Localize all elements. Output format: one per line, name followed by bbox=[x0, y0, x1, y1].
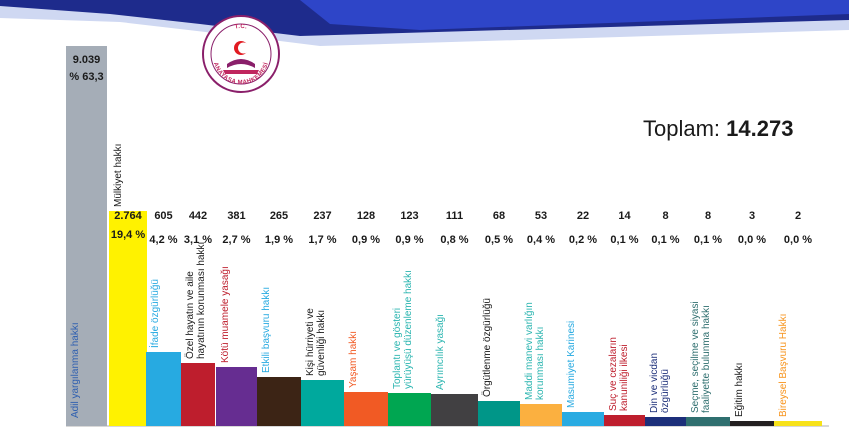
category-label: Mülkiyet hakkı bbox=[113, 144, 124, 207]
value-label: 68 bbox=[493, 210, 505, 222]
bar bbox=[431, 394, 478, 426]
bar bbox=[730, 421, 774, 426]
percent-label: 0,1 % bbox=[694, 234, 722, 246]
category-label: Örgütlenme özgürlüğü bbox=[481, 298, 493, 397]
header-banner bbox=[0, 0, 849, 46]
category-label: Eğitim hakkı bbox=[734, 363, 745, 417]
percent-label: 0,0 % bbox=[738, 234, 766, 246]
category-label: Maddi manevi varlığınkorunması hakkı bbox=[524, 302, 546, 400]
value-label: 237 bbox=[313, 210, 331, 222]
percent-label: 0,1 % bbox=[651, 234, 679, 246]
percent-label: 0,5 % bbox=[485, 234, 513, 246]
bar bbox=[146, 352, 181, 426]
bars-layer: 9.039 % 63,3 Adil yargılanma hakkı 2.764 19,… bbox=[66, 46, 822, 426]
bar bbox=[520, 404, 562, 426]
percent-label: 3,1 % bbox=[184, 234, 212, 246]
percent-label: 0,2 % bbox=[569, 234, 597, 246]
value-label: 123 bbox=[400, 210, 418, 222]
category-label: Etkili başvuru hakkı bbox=[261, 287, 272, 373]
bar bbox=[216, 367, 257, 426]
value-label: 2 bbox=[795, 210, 801, 222]
percent-label: 0,0 % bbox=[784, 234, 812, 246]
value-label: 128 bbox=[357, 210, 375, 222]
category-label: Din ve vicdanözgürlüğü bbox=[649, 353, 671, 413]
percent-label: 0,9 % bbox=[395, 234, 423, 246]
value-label: 605 bbox=[154, 210, 172, 222]
category-label: Bireysel Başvuru Hakkı bbox=[778, 314, 789, 417]
bar bbox=[66, 46, 107, 426]
percent-label: 19,4 % bbox=[111, 229, 145, 241]
category-label: Suç ve cezalarınkanuniliği ilkesi bbox=[608, 337, 630, 411]
emblem-logo: T.C. ANAYASA MAHKEMESİ bbox=[201, 14, 281, 94]
svg-text:T.C.: T.C. bbox=[234, 24, 247, 31]
category-label: Masumiyet Karinesi bbox=[566, 321, 577, 408]
category-label: Kişi hürriyeti vegüvenliği hakkı bbox=[305, 308, 327, 376]
bar bbox=[301, 380, 344, 426]
percent-label: 0,1 % bbox=[610, 234, 638, 246]
bar bbox=[774, 421, 822, 426]
category-label: Kötü muamele yasağı bbox=[220, 266, 231, 363]
category-label: Adil yargılanma hakkı bbox=[70, 322, 81, 418]
value-label: 8 bbox=[662, 210, 668, 222]
bar bbox=[344, 392, 388, 426]
total-text: Toplam: bbox=[643, 116, 721, 141]
bar bbox=[478, 401, 520, 426]
category-label: Yaşam hakkı bbox=[348, 331, 359, 388]
category-label: Toplantı ve gösteriyürüyüşü düzenleme ha… bbox=[392, 270, 414, 389]
value-label: 265 bbox=[270, 210, 288, 222]
value-label: 381 bbox=[227, 210, 245, 222]
category-label: Seçme, seçilme ve siyasifaaliyette bulun… bbox=[690, 301, 712, 413]
total-value: 14.273 bbox=[726, 116, 794, 141]
value-label: 9.039 bbox=[73, 54, 101, 66]
total-label: Toplam: 14.273 bbox=[643, 116, 793, 142]
value-label: 111 bbox=[446, 210, 463, 222]
percent-label: 0,4 % bbox=[527, 234, 555, 246]
percent-label: 1,9 % bbox=[265, 234, 293, 246]
value-label: 22 bbox=[577, 210, 589, 222]
category-label: İfade özgürlüğü bbox=[148, 279, 161, 348]
percent-label: 2,7 % bbox=[222, 234, 250, 246]
percent-label: 4,2 % bbox=[149, 234, 177, 246]
value-label: 8 bbox=[705, 210, 711, 222]
bar bbox=[181, 363, 215, 426]
percent-label: 0,9 % bbox=[352, 234, 380, 246]
percent-label: 1,7 % bbox=[308, 234, 336, 246]
value-label: 14 bbox=[618, 210, 631, 222]
banner-mid-stripe bbox=[300, 0, 849, 30]
percent-label: 0,8 % bbox=[440, 234, 468, 246]
bar bbox=[604, 415, 645, 426]
percent-label: % 63,3 bbox=[69, 71, 103, 83]
bar bbox=[109, 211, 147, 426]
category-label: Ayrımcılık yasağı bbox=[435, 314, 446, 390]
bar bbox=[562, 412, 604, 426]
value-label: 442 bbox=[189, 210, 207, 222]
value-label: 2.764 bbox=[114, 210, 142, 222]
bar bbox=[388, 393, 431, 426]
value-label: 3 bbox=[749, 210, 755, 222]
bar bbox=[686, 417, 730, 426]
value-label: 53 bbox=[535, 210, 547, 222]
bar bbox=[257, 377, 301, 426]
bar bbox=[645, 417, 686, 426]
category-label: Özel hayatın ve ailehayatının korunması … bbox=[184, 242, 207, 359]
logo-top-text: T.C. bbox=[234, 24, 247, 31]
